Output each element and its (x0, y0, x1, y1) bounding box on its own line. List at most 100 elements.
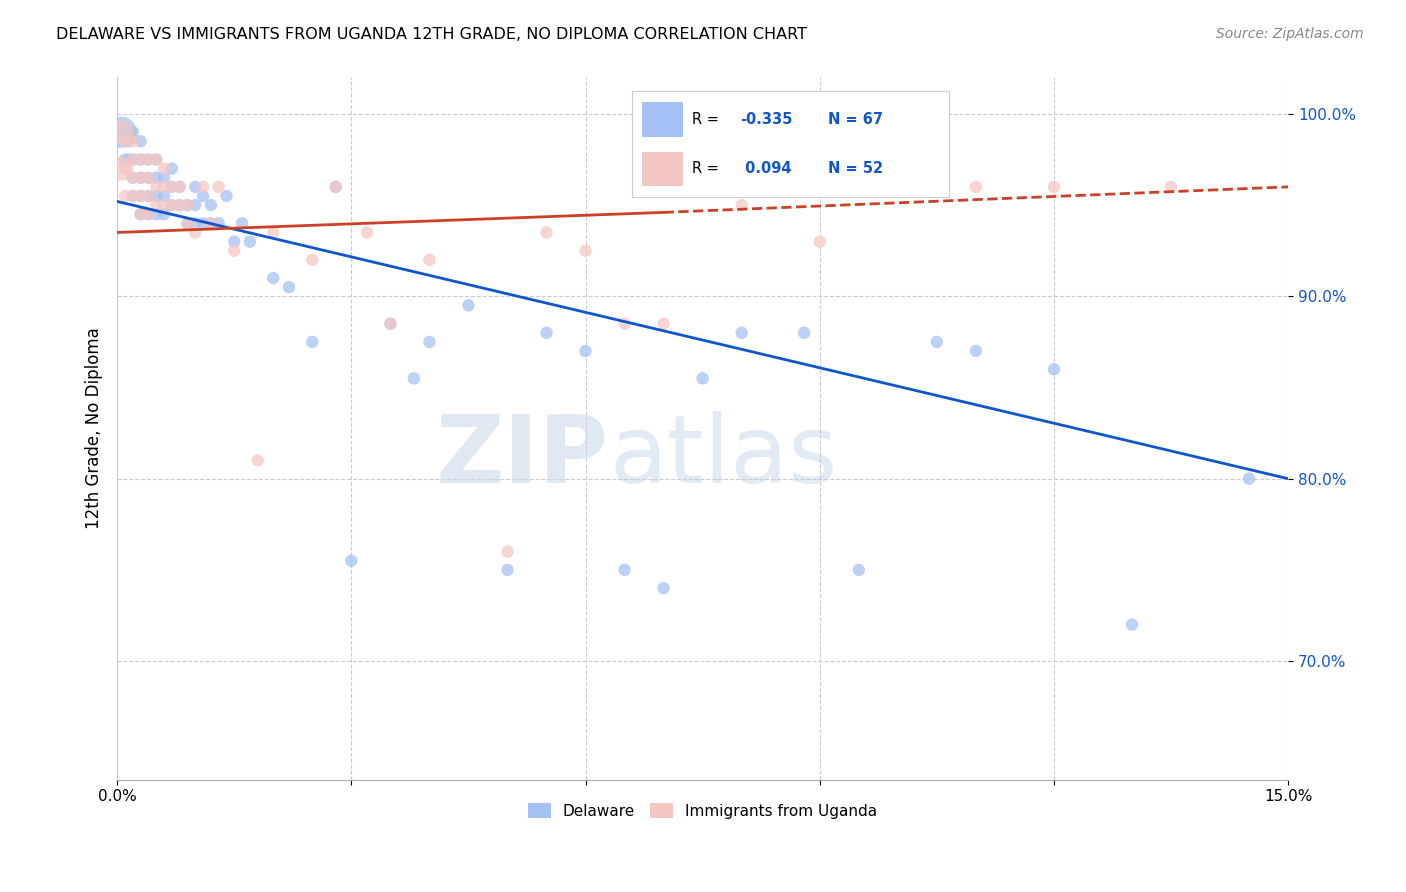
Point (574, 344, 596, 359)
Point (536, 326, 558, 340)
Point (121, 153, 143, 167)
Point (129, 153, 152, 167)
Point (110, 161, 132, 176)
Point (262, 271, 284, 285)
Point (1237, 472, 1260, 486)
Text: Source: ZipAtlas.com: Source: ZipAtlas.com (1216, 27, 1364, 41)
Point (231, 216, 253, 230)
Point (224, 244, 246, 258)
Point (121, 189, 143, 203)
Point (208, 179, 231, 194)
Point (121, 170, 143, 185)
Point (191, 189, 214, 203)
Point (153, 161, 176, 176)
Point (965, 344, 987, 359)
Point (262, 226, 284, 240)
Point (340, 554, 363, 568)
Y-axis label: 12th Grade, No Diploma: 12th Grade, No Diploma (86, 327, 103, 529)
Point (145, 170, 167, 185)
Point (138, 189, 160, 203)
Point (129, 189, 152, 203)
Point (887, 153, 910, 167)
Point (925, 334, 948, 349)
Point (153, 170, 176, 185)
Point (301, 252, 323, 267)
Point (129, 153, 152, 167)
Point (301, 334, 323, 349)
Point (129, 207, 152, 221)
Text: ZIP: ZIP (436, 410, 609, 502)
Point (145, 189, 167, 203)
Point (129, 189, 152, 203)
Point (1043, 179, 1066, 194)
Point (160, 198, 183, 212)
Point (114, 161, 136, 176)
Point (138, 170, 160, 185)
Point (536, 226, 558, 240)
Point (129, 134, 152, 148)
Point (184, 179, 207, 194)
Point (118, 153, 141, 167)
Point (110, 125, 132, 139)
Point (246, 453, 269, 467)
Point (380, 317, 402, 331)
Point (200, 216, 222, 230)
Point (457, 298, 479, 312)
Point (138, 153, 160, 167)
Point (176, 216, 198, 230)
Point (176, 198, 198, 212)
Point (418, 252, 440, 267)
Point (652, 581, 675, 595)
Point (356, 226, 378, 240)
Point (110, 125, 132, 139)
Point (121, 153, 143, 167)
Point (277, 280, 299, 294)
Text: atlas: atlas (609, 410, 837, 502)
Point (153, 207, 176, 221)
Point (138, 153, 160, 167)
Point (613, 563, 636, 577)
Point (129, 207, 152, 221)
Point (239, 235, 262, 249)
Point (325, 179, 347, 194)
Point (153, 198, 176, 212)
Point (692, 371, 714, 385)
Point (138, 207, 160, 221)
Point (121, 189, 143, 203)
Point (731, 326, 754, 340)
Point (121, 134, 143, 148)
Point (402, 371, 425, 385)
Point (191, 179, 214, 194)
Point (574, 244, 596, 258)
Legend: Delaware, Immigrants from Uganda: Delaware, Immigrants from Uganda (522, 797, 884, 824)
Point (418, 334, 440, 349)
Point (200, 216, 222, 230)
Point (176, 198, 198, 212)
Point (793, 326, 815, 340)
Text: DELAWARE VS IMMIGRANTS FROM UGANDA 12TH GRADE, NO DIPLOMA CORRELATION CHART: DELAWARE VS IMMIGRANTS FROM UGANDA 12TH … (56, 27, 807, 42)
Point (184, 216, 207, 230)
Point (160, 198, 183, 212)
Point (808, 235, 831, 249)
Point (153, 179, 176, 194)
Point (191, 216, 214, 230)
Point (118, 134, 141, 148)
Point (208, 216, 231, 230)
Point (114, 189, 136, 203)
Point (169, 198, 191, 212)
Point (121, 125, 143, 139)
Point (114, 134, 136, 148)
Point (380, 317, 402, 331)
Point (145, 179, 167, 194)
Point (145, 207, 167, 221)
Point (169, 179, 191, 194)
Point (121, 170, 143, 185)
Point (613, 317, 636, 331)
Point (731, 198, 754, 212)
Point (114, 125, 136, 139)
Point (848, 563, 870, 577)
Point (965, 179, 987, 194)
Point (160, 179, 183, 194)
Point (1121, 617, 1143, 632)
Point (325, 179, 347, 194)
